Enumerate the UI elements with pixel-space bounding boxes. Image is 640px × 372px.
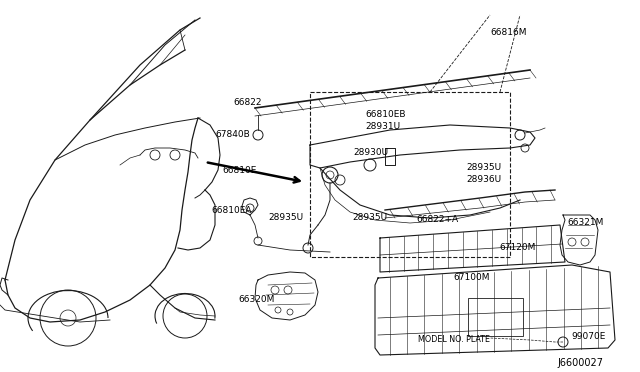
- Text: 28935U: 28935U: [466, 163, 501, 172]
- Bar: [468, 298, 523, 336]
- Text: 67100M: 67100M: [453, 273, 490, 282]
- Text: 99070E: 99070E: [571, 332, 605, 341]
- Text: 66321M: 66321M: [567, 218, 604, 227]
- Text: 66810EA: 66810EA: [211, 206, 252, 215]
- Text: 28930U: 28930U: [353, 148, 388, 157]
- Text: 66810EB: 66810EB: [365, 110, 406, 119]
- Text: 28936U: 28936U: [466, 175, 501, 184]
- Text: 66822+A: 66822+A: [416, 215, 458, 224]
- Text: 66822: 66822: [233, 98, 262, 107]
- Text: 28935U: 28935U: [352, 213, 387, 222]
- Text: J6600027: J6600027: [557, 358, 603, 368]
- Text: 66810E: 66810E: [222, 166, 257, 175]
- Text: 66816M: 66816M: [490, 28, 527, 37]
- Bar: [310, 92, 510, 257]
- Text: 67840B: 67840B: [215, 130, 250, 139]
- Text: 66320M: 66320M: [238, 295, 275, 304]
- Text: 28931U: 28931U: [365, 122, 400, 131]
- Text: MODEL NO. PLATE: MODEL NO. PLATE: [418, 335, 490, 344]
- Text: 28935U: 28935U: [268, 213, 303, 222]
- Text: 67120M: 67120M: [499, 243, 536, 252]
